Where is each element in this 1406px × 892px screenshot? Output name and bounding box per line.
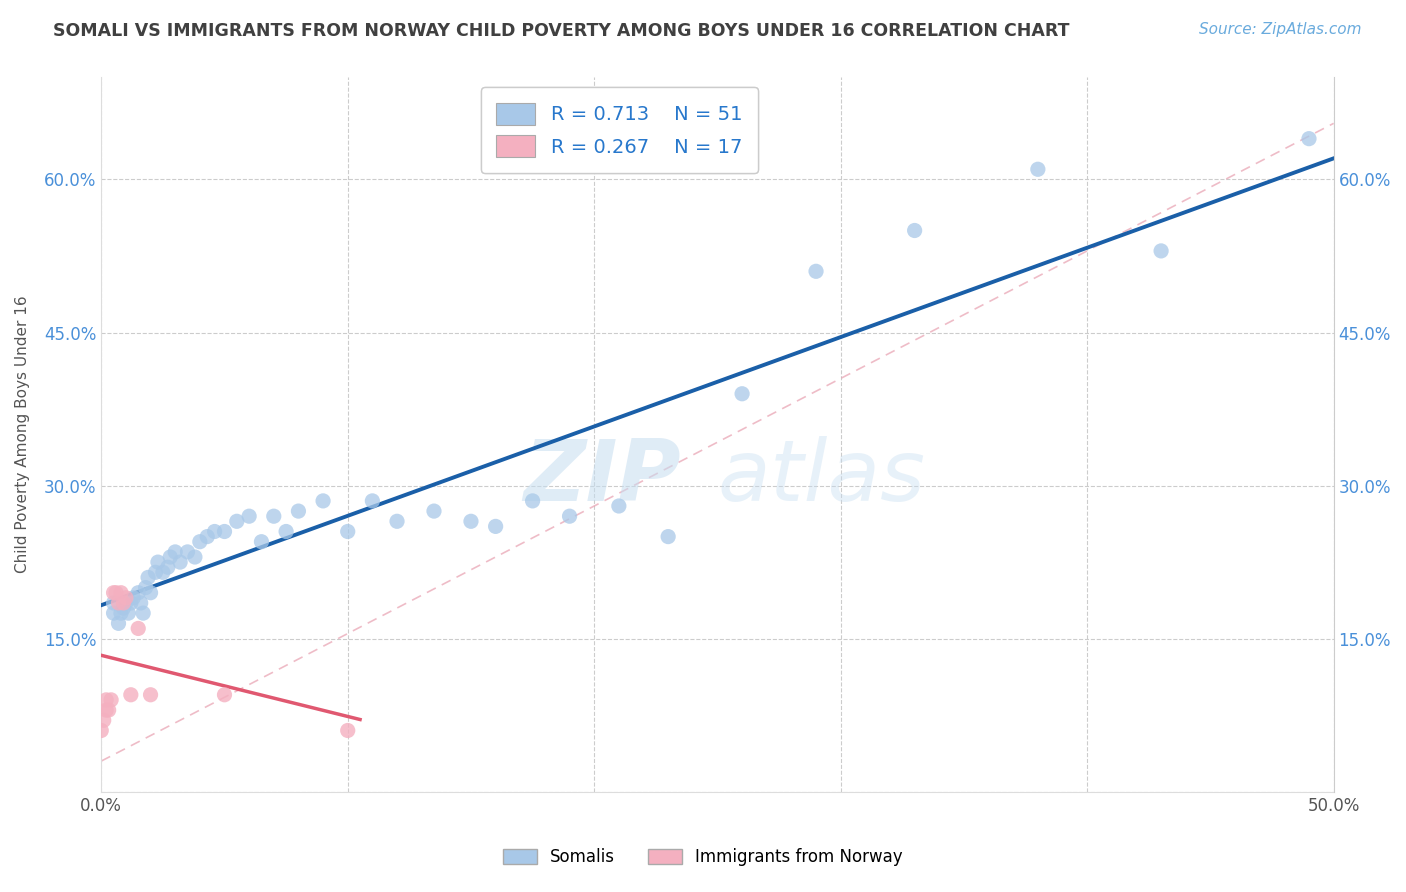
Point bbox=[214, 688, 236, 702]
Point bbox=[135, 581, 157, 595]
Point bbox=[169, 555, 191, 569]
Point bbox=[460, 514, 482, 528]
Point bbox=[107, 596, 129, 610]
Text: atlas: atlas bbox=[717, 436, 925, 519]
Point bbox=[136, 570, 159, 584]
Point bbox=[139, 585, 162, 599]
Point bbox=[484, 519, 506, 533]
Point bbox=[117, 606, 139, 620]
Point bbox=[159, 549, 181, 564]
Point bbox=[103, 596, 125, 610]
Point bbox=[184, 549, 207, 564]
Point bbox=[110, 585, 132, 599]
Point bbox=[423, 504, 446, 518]
Point bbox=[120, 596, 142, 610]
Point bbox=[122, 591, 145, 605]
Point bbox=[152, 566, 174, 580]
Point bbox=[1026, 162, 1049, 177]
Point bbox=[97, 703, 120, 717]
Point bbox=[96, 703, 118, 717]
Point bbox=[274, 524, 297, 539]
Point bbox=[904, 223, 927, 237]
Point bbox=[127, 622, 149, 636]
Point bbox=[103, 606, 125, 620]
Point bbox=[139, 688, 162, 702]
Text: ZIP: ZIP bbox=[523, 436, 681, 519]
Legend: R = 0.713    N = 51, R = 0.267    N = 17: R = 0.713 N = 51, R = 0.267 N = 17 bbox=[481, 87, 758, 173]
Point bbox=[145, 566, 167, 580]
Point bbox=[225, 514, 247, 528]
Point bbox=[188, 534, 211, 549]
Point bbox=[107, 616, 129, 631]
Point bbox=[127, 585, 149, 599]
Point bbox=[238, 509, 260, 524]
Point bbox=[115, 591, 138, 605]
Point bbox=[93, 713, 115, 727]
Point bbox=[522, 494, 544, 508]
Point bbox=[195, 530, 218, 544]
Point bbox=[1150, 244, 1173, 258]
Point bbox=[657, 530, 679, 544]
Point bbox=[558, 509, 581, 524]
Point bbox=[115, 596, 138, 610]
Point bbox=[176, 545, 198, 559]
Point bbox=[112, 601, 135, 615]
Point bbox=[607, 499, 630, 513]
Point bbox=[120, 688, 142, 702]
Point bbox=[146, 555, 169, 569]
Point bbox=[214, 524, 236, 539]
Text: Source: ZipAtlas.com: Source: ZipAtlas.com bbox=[1198, 22, 1361, 37]
Point bbox=[110, 606, 132, 620]
Point bbox=[204, 524, 226, 539]
Point bbox=[361, 494, 384, 508]
Point bbox=[103, 585, 125, 599]
Point bbox=[129, 596, 152, 610]
Point bbox=[312, 494, 335, 508]
Y-axis label: Child Poverty Among Boys Under 16: Child Poverty Among Boys Under 16 bbox=[15, 296, 30, 574]
Point bbox=[100, 693, 122, 707]
Point bbox=[105, 585, 128, 599]
Point bbox=[112, 596, 135, 610]
Point bbox=[1298, 131, 1320, 145]
Point bbox=[731, 386, 754, 401]
Legend: Somalis, Immigrants from Norway: Somalis, Immigrants from Norway bbox=[496, 842, 910, 873]
Point bbox=[90, 723, 112, 738]
Point bbox=[385, 514, 408, 528]
Point bbox=[96, 693, 118, 707]
Point bbox=[263, 509, 285, 524]
Text: SOMALI VS IMMIGRANTS FROM NORWAY CHILD POVERTY AMONG BOYS UNDER 16 CORRELATION C: SOMALI VS IMMIGRANTS FROM NORWAY CHILD P… bbox=[53, 22, 1070, 40]
Point bbox=[336, 723, 359, 738]
Point bbox=[165, 545, 187, 559]
Point bbox=[156, 560, 179, 574]
Point bbox=[287, 504, 309, 518]
Point bbox=[250, 534, 273, 549]
Point bbox=[336, 524, 359, 539]
Point bbox=[804, 264, 827, 278]
Point bbox=[132, 606, 155, 620]
